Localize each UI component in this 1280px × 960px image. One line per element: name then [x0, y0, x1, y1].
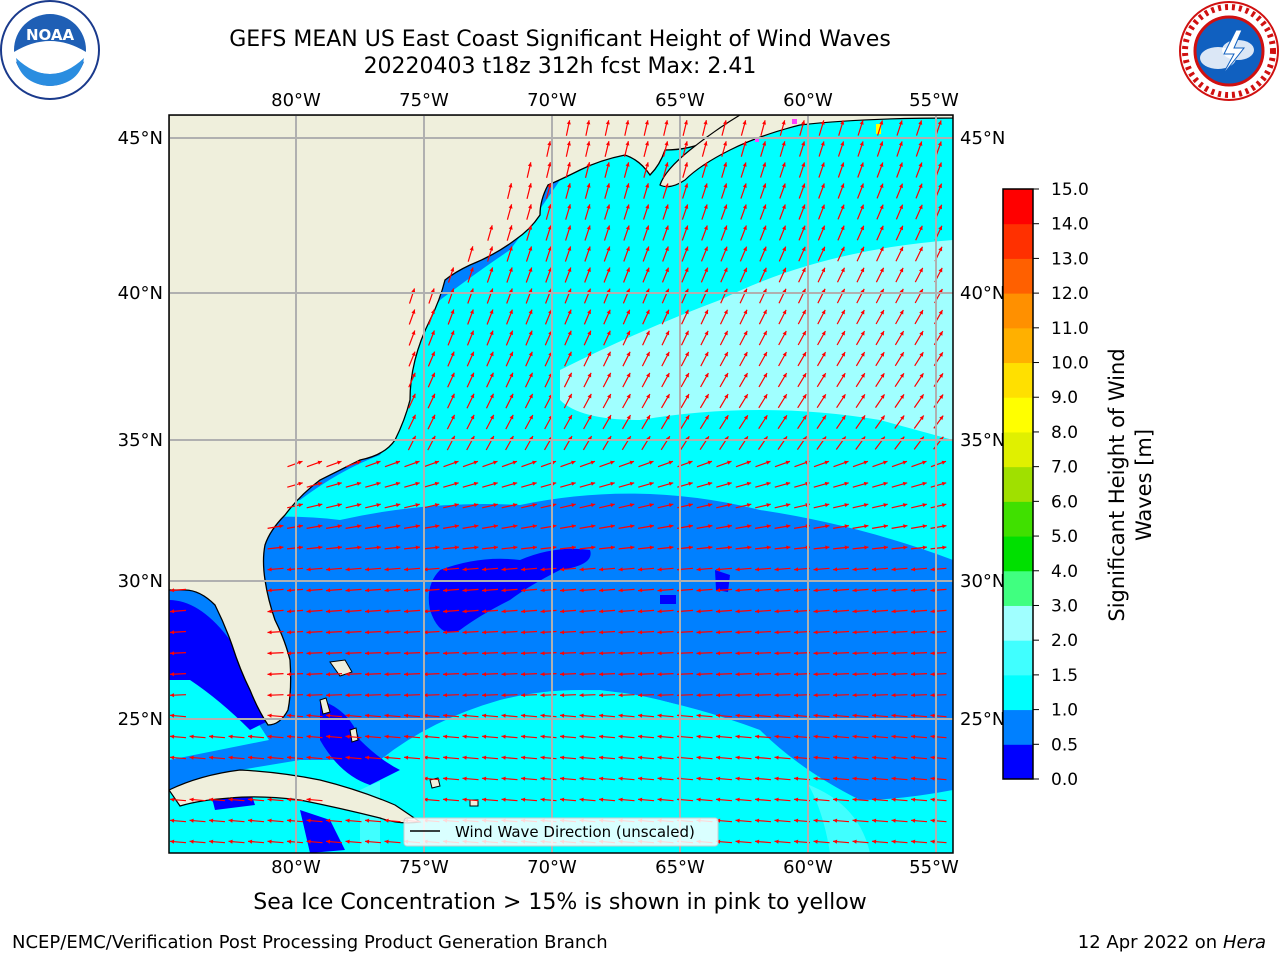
lat-label-left: 45°N	[118, 128, 163, 149]
colorbar-bin	[1003, 674, 1033, 711]
machine-name: Hera	[1222, 932, 1266, 953]
lat-label-right: 35°N	[960, 430, 1005, 451]
lon-label-top: 75°W	[399, 90, 449, 111]
colorbar-tick-label: 11.0	[1051, 319, 1089, 339]
colorbar-bin	[1003, 501, 1033, 537]
colorbar-tick-label: 8.0	[1051, 423, 1078, 443]
colorbar-bin	[1003, 258, 1033, 294]
colorbar	[1003, 189, 1033, 780]
noaa-logo-icon: NOAA	[0, 0, 100, 100]
colorbar-ticks: 0.0 0.5 1.0 1.5 2.0 3.0 4.0 5.0 6.0 7.0 8.0 9.0 10.0…	[1033, 180, 1089, 790]
colorbar-tick-label: 4.0	[1051, 562, 1078, 582]
noaa-logo-text: NOAA	[26, 26, 75, 44]
sea-ice-note: Sea Ice Concentration > 15% is shown in …	[253, 890, 867, 915]
date-prefix: 12 Apr 2022 on	[1077, 932, 1223, 953]
colorbar-tick-label: 0.0	[1051, 770, 1078, 790]
colorbar-bin	[1003, 397, 1033, 433]
colorbar-tick-label: 5.0	[1051, 527, 1078, 547]
colorbar-tick-label: 1.0	[1051, 701, 1078, 721]
lon-label-bottom: 75°W	[399, 857, 449, 878]
lon-label-bottom: 60°W	[783, 857, 833, 878]
lon-label-bottom: 70°W	[527, 857, 577, 878]
lon-label-top: 55°W	[909, 90, 959, 111]
lat-label-left: 40°N	[118, 283, 163, 304]
colorbar-bin	[1003, 362, 1033, 398]
lat-label-left: 35°N	[118, 430, 163, 451]
chart-subtitle: 20220403 t18z 312h fcst Max: 2.41	[363, 54, 757, 79]
colorbar-tick-label: 2.0	[1051, 631, 1078, 651]
lon-label-bottom: 80°W	[271, 857, 321, 878]
nws-logo-icon	[1179, 1, 1279, 101]
colorbar-tick-label: 13.0	[1051, 249, 1089, 269]
lat-label-right: 45°N	[960, 128, 1005, 149]
colorbar-bin	[1003, 189, 1033, 225]
colorbar-tick-label: 10.0	[1051, 354, 1089, 374]
lat-label-left: 25°N	[118, 709, 163, 730]
graticule	[169, 115, 953, 853]
map-legend: Wind Wave Direction (unscaled)	[403, 817, 719, 847]
colorbar-bin	[1003, 605, 1033, 641]
colorbar-bin	[1003, 709, 1033, 745]
colorbar-bin	[1003, 466, 1033, 502]
colorbar-tick-label: 15.0	[1051, 180, 1089, 200]
map-frame	[168, 114, 954, 854]
colorbar-bin	[1003, 570, 1033, 606]
lon-label-top: 70°W	[527, 90, 577, 111]
legend-label: Wind Wave Direction (unscaled)	[455, 823, 695, 841]
colorbar-bin	[1003, 327, 1033, 364]
lon-label-top: 80°W	[271, 90, 321, 111]
colorbar-tick-label: 6.0	[1051, 492, 1078, 512]
colorbar-bin	[1003, 640, 1033, 676]
colorbar-label: Significant Height of Wind	[1105, 348, 1129, 621]
colorbar-bin	[1003, 744, 1033, 780]
colorbar-label-units: Waves [m]	[1132, 429, 1156, 541]
lon-label-top: 65°W	[655, 90, 705, 111]
colorbar-tick-label: 7.0	[1051, 458, 1078, 478]
lat-label-right: 40°N	[960, 283, 1005, 304]
lon-label-bottom: 55°W	[909, 857, 959, 878]
lat-label-left: 30°N	[118, 571, 163, 592]
colorbar-bin	[1003, 223, 1033, 259]
colorbar-tick-label: 0.5	[1051, 735, 1078, 755]
colorbar-tick-label: 1.5	[1051, 666, 1078, 686]
lat-label-right: 30°N	[960, 571, 1005, 592]
colorbar-bin	[1003, 431, 1033, 468]
lon-label-bottom: 65°W	[655, 857, 705, 878]
colorbar-bin	[1003, 293, 1033, 329]
lon-label-top: 60°W	[783, 90, 833, 111]
colorbar-bin	[1003, 536, 1033, 572]
credit-text: NCEP/EMC/Verification Post Processing Pr…	[12, 932, 608, 953]
wind-wave-arrows	[169, 120, 947, 844]
chart-title: GEFS MEAN US East Coast Significant Heig…	[229, 27, 891, 52]
colorbar-tick-label: 9.0	[1051, 388, 1078, 408]
lat-label-right: 25°N	[960, 709, 1005, 730]
wave-region-light	[560, 240, 953, 440]
date-text: 12 Apr 2022 on Hera	[1078, 932, 1266, 953]
colorbar-tick-label: 12.0	[1051, 284, 1089, 304]
colorbar-tick-label: 14.0	[1051, 215, 1089, 235]
colorbar-tick-label: 3.0	[1051, 596, 1078, 616]
